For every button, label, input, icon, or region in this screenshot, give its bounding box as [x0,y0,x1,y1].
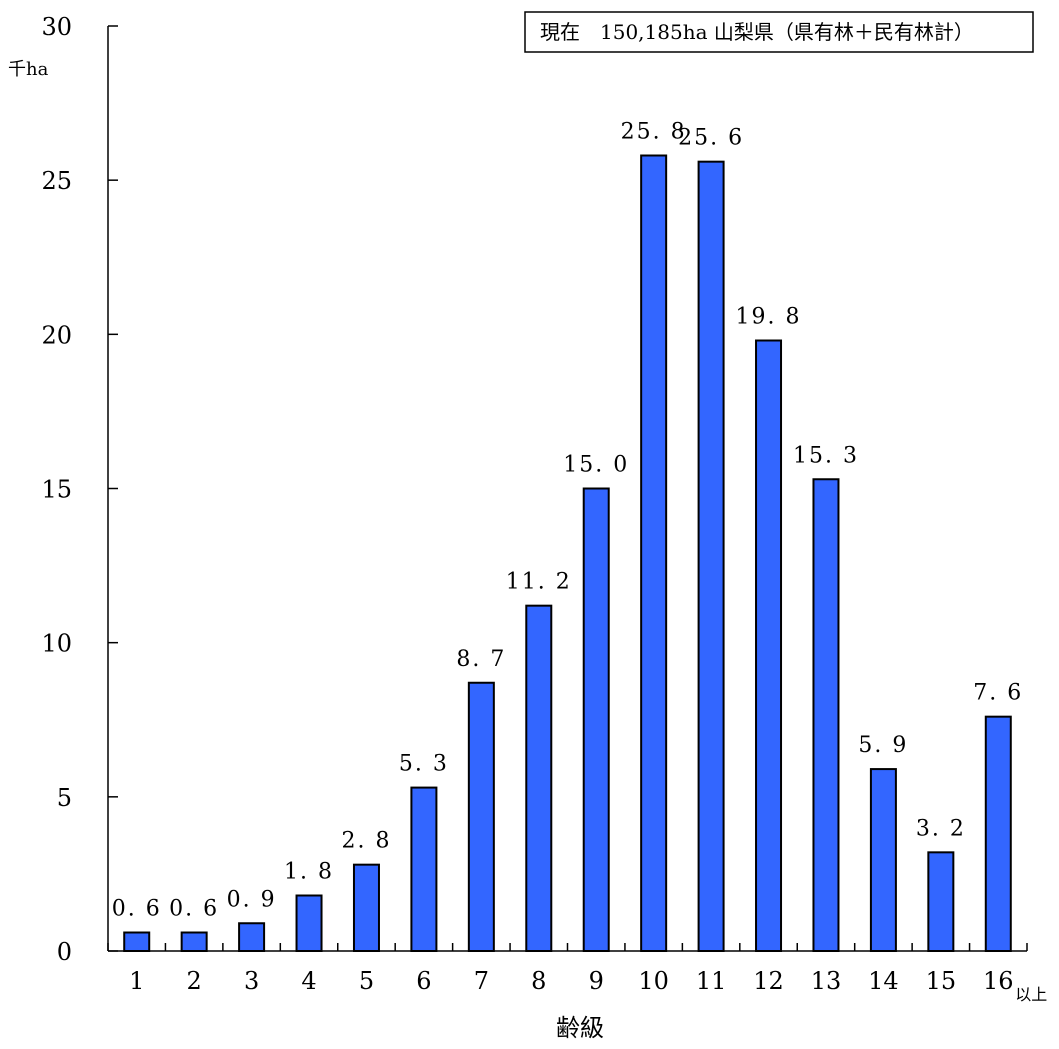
bar-5 [352,863,380,953]
data-labels-layer: 0. 6 0. 6 0. 9 1. 8 2. 8 5. 3 8. 7 11. 2 15. 0 25… [112,120,1023,922]
last-category-suffix: 以上 [1015,985,1047,1004]
data-label-8: 11. 2 [506,570,572,595]
data-label-6: 5. 3 [399,752,449,777]
bar-15 [927,851,955,952]
x-tick-label-10: 10 [638,967,669,995]
x-tick-label-5: 5 [359,967,374,995]
y-tick-label: 0 [57,938,72,966]
bar-3 [238,922,266,952]
bar-9 [582,487,610,952]
bar-7 [467,681,495,952]
x-tick-label-3: 3 [244,967,259,995]
data-label-11: 25. 6 [678,126,744,151]
x-tick-label-12: 12 [753,967,784,995]
y-tick-label: 15 [41,476,72,504]
y-tick-label: 10 [41,630,72,658]
data-label-2: 0. 6 [169,897,219,922]
data-label-16: 7. 6 [973,681,1023,706]
y-tick-label: 20 [41,321,72,349]
bar-10 [640,154,668,952]
x-axis-title: 齢級 [556,1014,604,1042]
bar-14 [869,768,897,952]
bar-6 [410,786,438,952]
x-tick-label-1: 1 [129,967,144,995]
x-tick-label-4: 4 [301,967,316,995]
bar-8 [525,604,553,953]
data-label-12: 19. 8 [736,305,802,330]
data-label-3: 0. 9 [227,887,277,912]
data-label-4: 1. 8 [284,860,334,885]
bar-4 [295,894,323,952]
x-tick-label-9: 9 [589,967,604,995]
legend-text: 現在 150,185ha 山梨県（県有林＋民有林計） [540,20,974,44]
legend-box: 現在 150,185ha 山梨県（県有林＋民有林計） [524,11,1034,53]
x-tick-label-2: 2 [187,967,202,995]
data-label-15: 3. 2 [916,816,966,841]
bar-16 [984,715,1012,953]
y-tick-label: 25 [41,167,72,195]
data-label-14: 5. 9 [858,733,908,758]
data-label-10: 25. 8 [621,120,687,145]
bars-layer [123,154,1012,953]
x-tick-label-13: 13 [811,967,842,995]
data-label-9: 15. 0 [563,453,629,478]
x-tick-label-15: 15 [926,967,957,995]
data-label-1: 0. 6 [112,897,162,922]
bar-12 [755,339,783,952]
x-tick-label-11: 11 [696,967,727,995]
bar-11 [697,160,725,952]
x-tick-label-6: 6 [416,967,431,995]
x-tick-label-16: 16 [983,967,1014,995]
x-tick-label-8: 8 [531,967,546,995]
data-label-5: 2. 8 [341,829,391,854]
data-label-13: 15. 3 [793,443,859,468]
bar-1 [123,931,151,952]
data-label-7: 8. 7 [456,647,506,672]
bar-13 [812,478,840,952]
x-tick-label-14: 14 [868,967,899,995]
y-tick-label: 30 [41,13,72,41]
y-axis-unit-label: 千ha [8,59,49,80]
y-tick-label: 5 [57,784,72,812]
legend-frame [524,11,1034,53]
x-tick-label-7: 7 [474,967,489,995]
bar-2 [180,931,208,952]
